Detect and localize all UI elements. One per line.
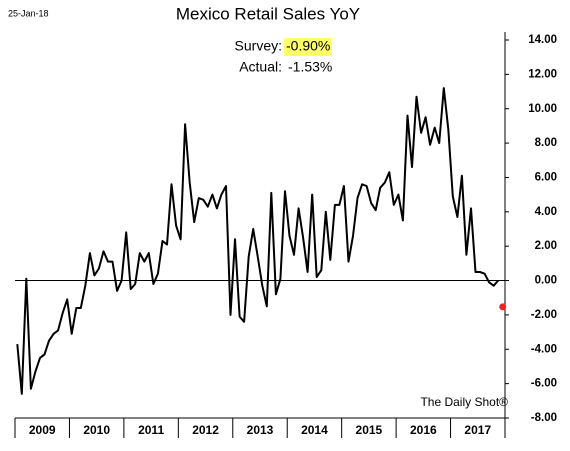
y-tick-label: 0.00 <box>535 275 557 287</box>
y-tick-label: 6.00 <box>535 171 557 183</box>
x-tick-label: 2015 <box>356 423 383 437</box>
x-tick-label: 2011 <box>138 423 164 437</box>
x-tick-label: 2016 <box>410 423 437 437</box>
y-tick-label: 8.00 <box>535 137 557 149</box>
highlight-box <box>284 38 332 56</box>
actual-label: Actual: <box>239 59 282 75</box>
y-tick-label: -2.00 <box>531 309 557 321</box>
y-tick-label: 2.00 <box>535 240 557 252</box>
data-line <box>16 87 499 395</box>
survey-value: -0.90% <box>286 38 330 54</box>
y-tick-label: 14.00 <box>528 34 557 46</box>
actual-value: -1.53% <box>288 59 332 75</box>
x-tick-label: 2009 <box>29 423 56 437</box>
date-label: 25-Jan-18 <box>8 8 49 18</box>
x-tick-label: 2017 <box>464 423 491 437</box>
survey-label: Survey: <box>235 38 282 54</box>
x-tick-label: 2013 <box>247 423 274 437</box>
y-tick-label: 10.00 <box>528 103 557 115</box>
last-point <box>499 303 507 311</box>
y-tick-label: -6.00 <box>531 378 557 390</box>
source-label: The Daily Shot® <box>420 395 508 409</box>
y-tick-label: -4.00 <box>531 343 557 355</box>
y-tick-label: -8.00 <box>531 412 557 424</box>
chart-title: Mexico Retail Sales YoY <box>176 4 360 23</box>
x-tick-label: 2010 <box>83 423 110 437</box>
y-tick-label: 12.00 <box>528 68 557 80</box>
x-tick-label: 2012 <box>192 423 219 437</box>
x-tick-label: 2014 <box>301 423 328 437</box>
y-tick-label: 4.00 <box>535 206 557 218</box>
